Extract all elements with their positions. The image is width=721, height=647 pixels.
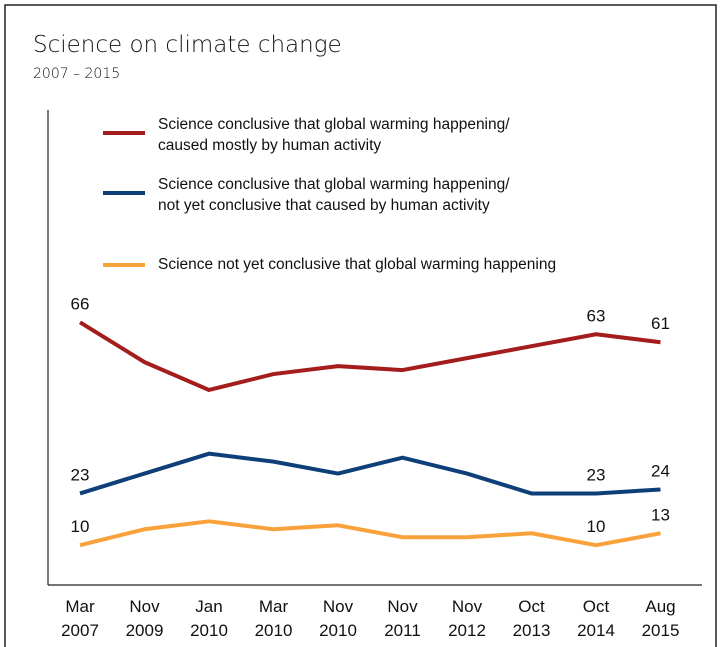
chart-subtitle: 2007 – 2015: [33, 66, 120, 82]
x-tick-label: Jan 2010: [190, 597, 228, 640]
legend-label: Science conclusive that global warming h…: [158, 176, 510, 214]
data-label: 13: [651, 505, 670, 524]
series-line: [78, 320, 661, 392]
data-label: 63: [587, 306, 606, 325]
data-label: 66: [71, 294, 90, 313]
frame: [4, 4, 717, 647]
x-tick-label: Nov 2012: [448, 597, 486, 640]
x-tick-label: Nov 2011: [384, 597, 421, 640]
data-label: 10: [587, 517, 606, 536]
x-tick-label: Oct 2013: [513, 597, 551, 640]
x-tick-label: Mar 2010: [255, 597, 293, 640]
legend-label: Science conclusive that global warming h…: [158, 116, 510, 154]
x-tick-label: Mar 2007: [61, 597, 99, 640]
x-tick-label: Oct 2014: [577, 597, 615, 640]
data-label: 23: [71, 465, 90, 484]
x-tick-label: Aug 2015: [642, 597, 680, 640]
series-line: [79, 451, 661, 496]
data-label: 23: [587, 465, 606, 484]
legend-label: Science not yet conclusive that global w…: [158, 256, 556, 273]
data-label: 10: [71, 517, 90, 536]
series-line: [79, 519, 661, 548]
data-label: 24: [651, 461, 670, 480]
x-tick-label: Nov 2010: [319, 597, 357, 640]
x-tick-label: Nov 2009: [126, 597, 164, 640]
chart-title: Science on climate change: [33, 32, 342, 58]
data-label: 61: [651, 314, 670, 333]
